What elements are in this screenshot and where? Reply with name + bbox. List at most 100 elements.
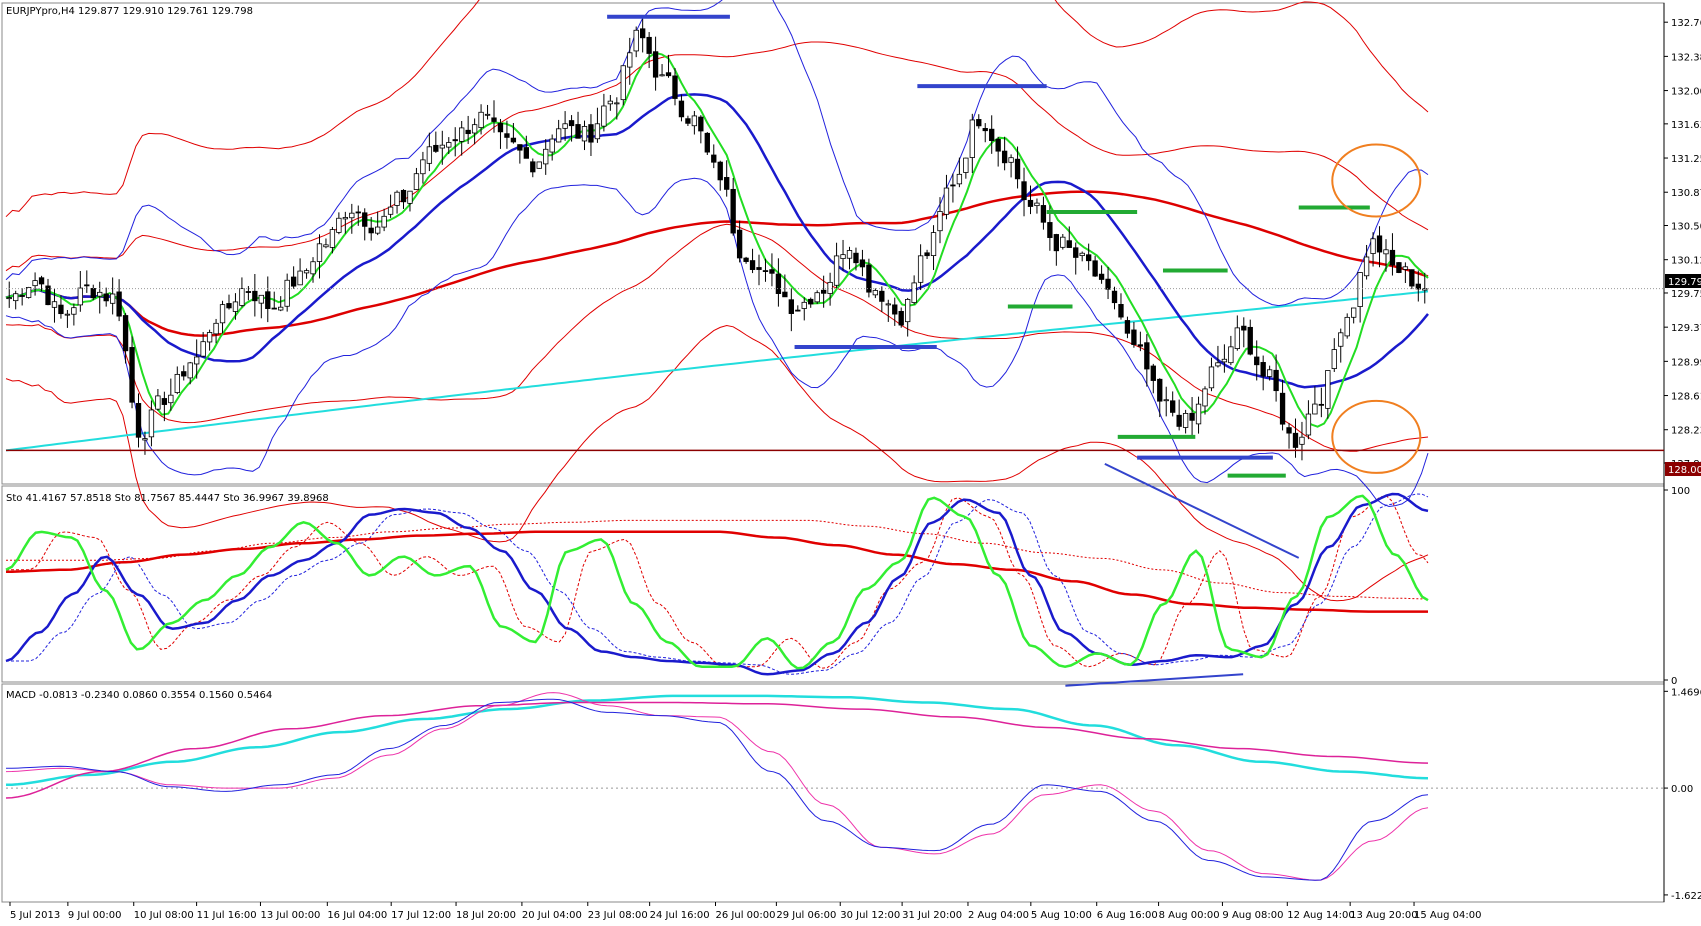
candle-body: [400, 189, 407, 203]
candle-body: [1118, 304, 1124, 318]
x-tick-label: 23 Jul 08:00: [588, 910, 648, 921]
candle-body: [930, 232, 937, 257]
red-band-outer-lower: [5, 324, 1429, 602]
candle-body: [168, 394, 174, 404]
candle-body: [368, 227, 374, 234]
candle-body: [691, 115, 698, 127]
candle-body: [342, 217, 349, 220]
x-tick-label: 11 Jul 16:00: [197, 910, 257, 921]
candle-body: [859, 259, 866, 268]
candle-body: [724, 177, 730, 190]
candle-body: [459, 127, 465, 142]
x-tick-label: 31 Jul 20:00: [902, 910, 962, 921]
candle-body: [1344, 316, 1350, 337]
candle-body: [762, 270, 769, 272]
price-y-tick-label: 132.760: [1671, 18, 1701, 29]
candle-body: [1014, 158, 1021, 180]
candle-body: [866, 264, 872, 293]
price-y-tick-label: 132.380: [1671, 52, 1701, 63]
candle-body: [181, 371, 187, 377]
candle-body: [1208, 366, 1215, 389]
candle-body: [97, 291, 103, 297]
candle-body: [594, 123, 601, 140]
macd-y-tick-label: 1.4696: [1671, 687, 1701, 698]
candle-body: [555, 128, 562, 143]
candle-body: [25, 286, 32, 298]
candle-body: [135, 403, 142, 438]
candle-body: [917, 255, 924, 283]
candle-body: [381, 215, 387, 228]
candle-body: [1008, 157, 1014, 163]
candle-body: [1370, 238, 1376, 254]
divergence-trendline: [1104, 463, 1300, 559]
candle-body: [885, 303, 891, 306]
candle-body: [1299, 436, 1305, 445]
candle-body: [1131, 329, 1137, 345]
x-tick-label: 12 Aug 14:00: [1287, 910, 1354, 921]
candle-body: [672, 75, 678, 99]
orange-highlight-circle: [1331, 143, 1422, 218]
candle-body: [1273, 369, 1279, 392]
macd-fast-signal: [5, 692, 1429, 881]
candle-body: [627, 52, 633, 68]
candle-body: [905, 299, 911, 323]
candle-body: [1073, 247, 1079, 258]
candle-body: [1402, 266, 1409, 270]
price-y-tick-label: 130.500: [1671, 222, 1701, 233]
candle-body: [142, 438, 148, 441]
candle-body: [155, 395, 161, 410]
macd-fast-main: [6, 698, 1429, 881]
red-moving-average: [5, 190, 1429, 337]
stochastic-y-tick-label: 0: [1671, 676, 1677, 687]
x-tick-label: 9 Jul 00:00: [68, 910, 122, 921]
candle-body: [607, 100, 614, 105]
candle-body: [51, 301, 58, 308]
candle-body: [336, 217, 342, 233]
candle-body: [1027, 199, 1034, 207]
candle-body: [6, 297, 12, 300]
candle-body: [543, 148, 549, 165]
x-tick-label: 20 Jul 04:00: [522, 910, 582, 921]
candle-body: [756, 267, 762, 270]
candle-body: [206, 332, 213, 343]
candle-body: [536, 161, 542, 169]
candle-body: [1111, 290, 1118, 304]
candle-body: [711, 154, 717, 163]
candle-body: [1422, 288, 1428, 291]
candle-body: [549, 138, 555, 153]
price-title: EURJPYpro,H4 129.877 129.910 129.761 129…: [6, 6, 253, 17]
candle-body: [387, 206, 394, 215]
candle-body: [1241, 325, 1247, 331]
candle-body: [1266, 369, 1273, 377]
price-panel: [5, 0, 1664, 602]
current-price-label: 129.798: [1668, 277, 1701, 288]
candle-body: [297, 270, 303, 286]
candle-body: [484, 113, 491, 116]
candle-body: [329, 229, 336, 248]
candle-body: [1363, 256, 1370, 277]
candle-body: [1247, 326, 1253, 355]
candle-body: [614, 102, 620, 105]
candle-body: [1260, 362, 1266, 377]
x-tick-label: 29 Jul 06:00: [776, 910, 836, 921]
candle-body: [77, 287, 83, 306]
candle-body: [265, 291, 271, 309]
candle-body: [698, 116, 704, 132]
candle-body: [258, 294, 264, 304]
candle-body: [19, 295, 25, 297]
candle-body: [497, 122, 504, 133]
candle-body: [924, 252, 930, 257]
candle-body: [174, 373, 180, 393]
candle-body: [1312, 403, 1318, 415]
candle-body: [32, 280, 38, 287]
candle-body: [795, 309, 801, 312]
candle-body: [45, 285, 51, 306]
candle-body: [808, 298, 814, 305]
candle-body: [1163, 399, 1169, 402]
stochastic-title: Sto 41.4167 57.8518 Sto 81.7567 85.4447 …: [6, 493, 329, 504]
candle-body: [1150, 365, 1156, 381]
candle-body: [943, 187, 950, 215]
blue-band-lower: [5, 177, 1429, 508]
candle-body: [374, 226, 381, 234]
candle-body: [1053, 234, 1060, 252]
